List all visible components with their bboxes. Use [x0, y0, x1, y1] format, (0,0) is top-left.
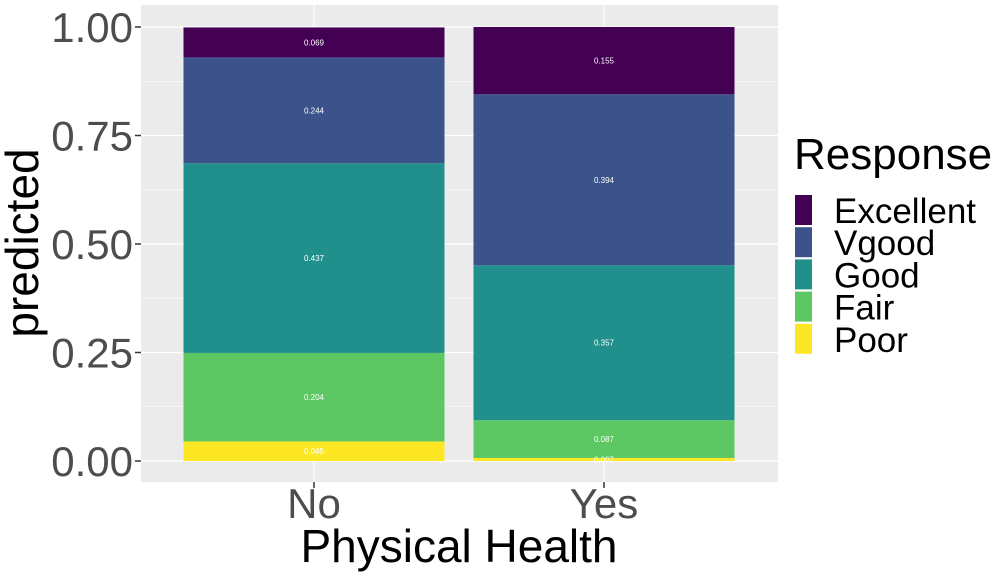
data-label: 0.244 [304, 106, 325, 115]
bar-segment-poor-yes [473, 457, 735, 461]
legend-label-vgood: Vgood [834, 224, 935, 263]
bar-segment-fair-no [183, 352, 445, 442]
legend-title: Response [794, 130, 992, 179]
bar-segment-excellent-yes [473, 27, 735, 95]
y-tick-label: 0.00 [51, 438, 133, 485]
x-axis: No Yes [287, 480, 638, 527]
bar-segment-vgood-no [183, 57, 445, 164]
y-tick-label: 0.75 [51, 113, 133, 160]
legend-swatch-vgood [795, 227, 812, 258]
data-label: 0.069 [304, 38, 325, 47]
y-tick-label: 0.25 [51, 330, 133, 377]
x-tick-label: Yes [570, 480, 639, 527]
bar-segment-poor-no [183, 441, 445, 461]
data-label: 0.394 [594, 176, 615, 185]
data-label: 0.007 [594, 455, 615, 464]
bar-segment-good-no [183, 163, 445, 353]
x-axis-title: Physical Health [300, 520, 617, 572]
legend-swatch-good [795, 259, 812, 290]
data-label: 0.204 [304, 393, 325, 402]
legend-swatch-fair [795, 291, 812, 322]
bars [183, 27, 735, 461]
bar-segment-fair-yes [473, 420, 735, 458]
legend-label-fair: Fair [834, 289, 895, 328]
y-axis: 0.00 0.25 0.50 0.75 1.00 [51, 4, 141, 485]
bar-segment-vgood-yes [473, 94, 735, 266]
legend-label-good: Good [834, 256, 920, 295]
y-tick-label: 0.50 [51, 221, 133, 268]
bar-segment-good-yes [473, 265, 735, 421]
bar-segment-excellent-no [183, 27, 445, 58]
legend-label-poor: Poor [834, 321, 908, 360]
data-label: 0.155 [594, 57, 615, 66]
data-label: 0.045 [304, 447, 325, 456]
data-label: 0.357 [594, 339, 615, 348]
y-tick-label: 1.00 [51, 4, 133, 51]
segment-labels: 0.045 0.204 0.437 0.244 0.069 0.007 0.087 0.357… [304, 38, 615, 464]
legend-swatch-poor [795, 323, 812, 354]
data-label: 0.437 [304, 254, 325, 263]
legend-label-excellent: Excellent [834, 192, 976, 231]
data-label: 0.087 [594, 435, 615, 444]
legend-swatch-excellent [795, 195, 812, 225]
y-axis-title: predicted [0, 148, 48, 337]
x-tick-label: No [287, 480, 341, 527]
